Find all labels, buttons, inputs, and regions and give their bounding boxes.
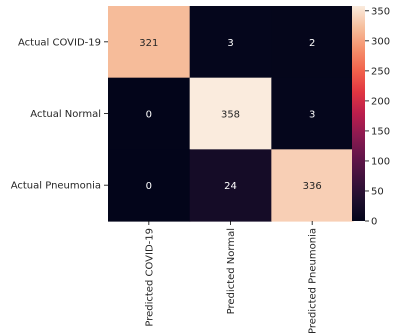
colorbar-tick-label: 50 [371,186,384,197]
colorbar-tick-label: 150 [371,126,390,137]
heatmap-cell [189,6,272,79]
heatmap-cell [271,149,354,222]
cell-value-label: 0 [146,181,152,192]
colorbar [352,6,365,221]
colorbar-tick-label: 200 [371,96,390,107]
colorbar-tick-label: 0 [371,217,377,228]
cell-value-label: 3 [227,38,233,49]
heatmap-cell [189,149,272,222]
colorbar-tick-label: 100 [371,156,390,167]
cell-value-label: 321 [139,38,158,49]
y-tick-label: Actual Pneumonia [11,181,101,192]
x-tick-label: Predicted Normal [226,228,237,314]
y-axis-ticks: Actual COVID-19 Actual Normal Actual Pneum… [11,37,108,192]
heatmap-cell [108,149,191,222]
cell-value-label: 2 [309,38,315,49]
heatmap-cell [271,6,354,79]
y-tick-label: Actual Normal [30,109,101,120]
heatmap-cell-labels: 321 3 2 0 358 3 0 24 336 [139,38,321,192]
heatmap-cell [189,77,272,150]
x-axis-ticks: Predicted COVID-19 Predicted Normal Predic… [144,221,319,334]
cell-value-label: 24 [224,181,237,192]
x-tick-label: Predicted COVID-19 [144,228,155,327]
cell-value-label: 0 [146,110,152,121]
heatmap-cell [271,77,354,150]
colorbar-tick-label: 250 [371,66,390,77]
heatmap-cells [108,6,354,222]
cell-value-label: 336 [303,181,322,192]
heatmap-cell [108,77,191,150]
colorbar-tick-label: 300 [371,36,390,47]
cell-value-label: 3 [309,110,315,121]
cell-value-label: 358 [221,110,240,121]
colorbar-ticks: 0 50 100 150 200 250 300 350 [365,6,390,228]
heatmap-cell [108,6,191,79]
x-tick-label: Predicted Pneumonia [308,228,319,334]
colorbar-tick-label: 350 [371,6,390,17]
y-tick-label: Actual COVID-19 [18,37,101,48]
